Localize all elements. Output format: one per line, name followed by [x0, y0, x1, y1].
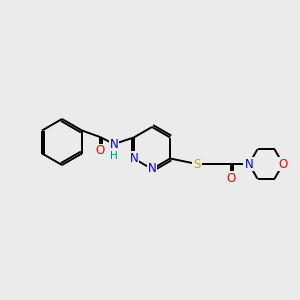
Text: O: O	[278, 158, 288, 170]
Text: N: N	[148, 163, 156, 176]
Text: S: S	[193, 158, 201, 170]
Text: O: O	[226, 172, 236, 184]
Text: N: N	[244, 158, 252, 170]
Text: N: N	[129, 152, 138, 165]
Text: N: N	[244, 158, 253, 170]
Text: N: N	[110, 137, 118, 151]
Text: O: O	[95, 145, 105, 158]
Text: H: H	[110, 151, 118, 161]
